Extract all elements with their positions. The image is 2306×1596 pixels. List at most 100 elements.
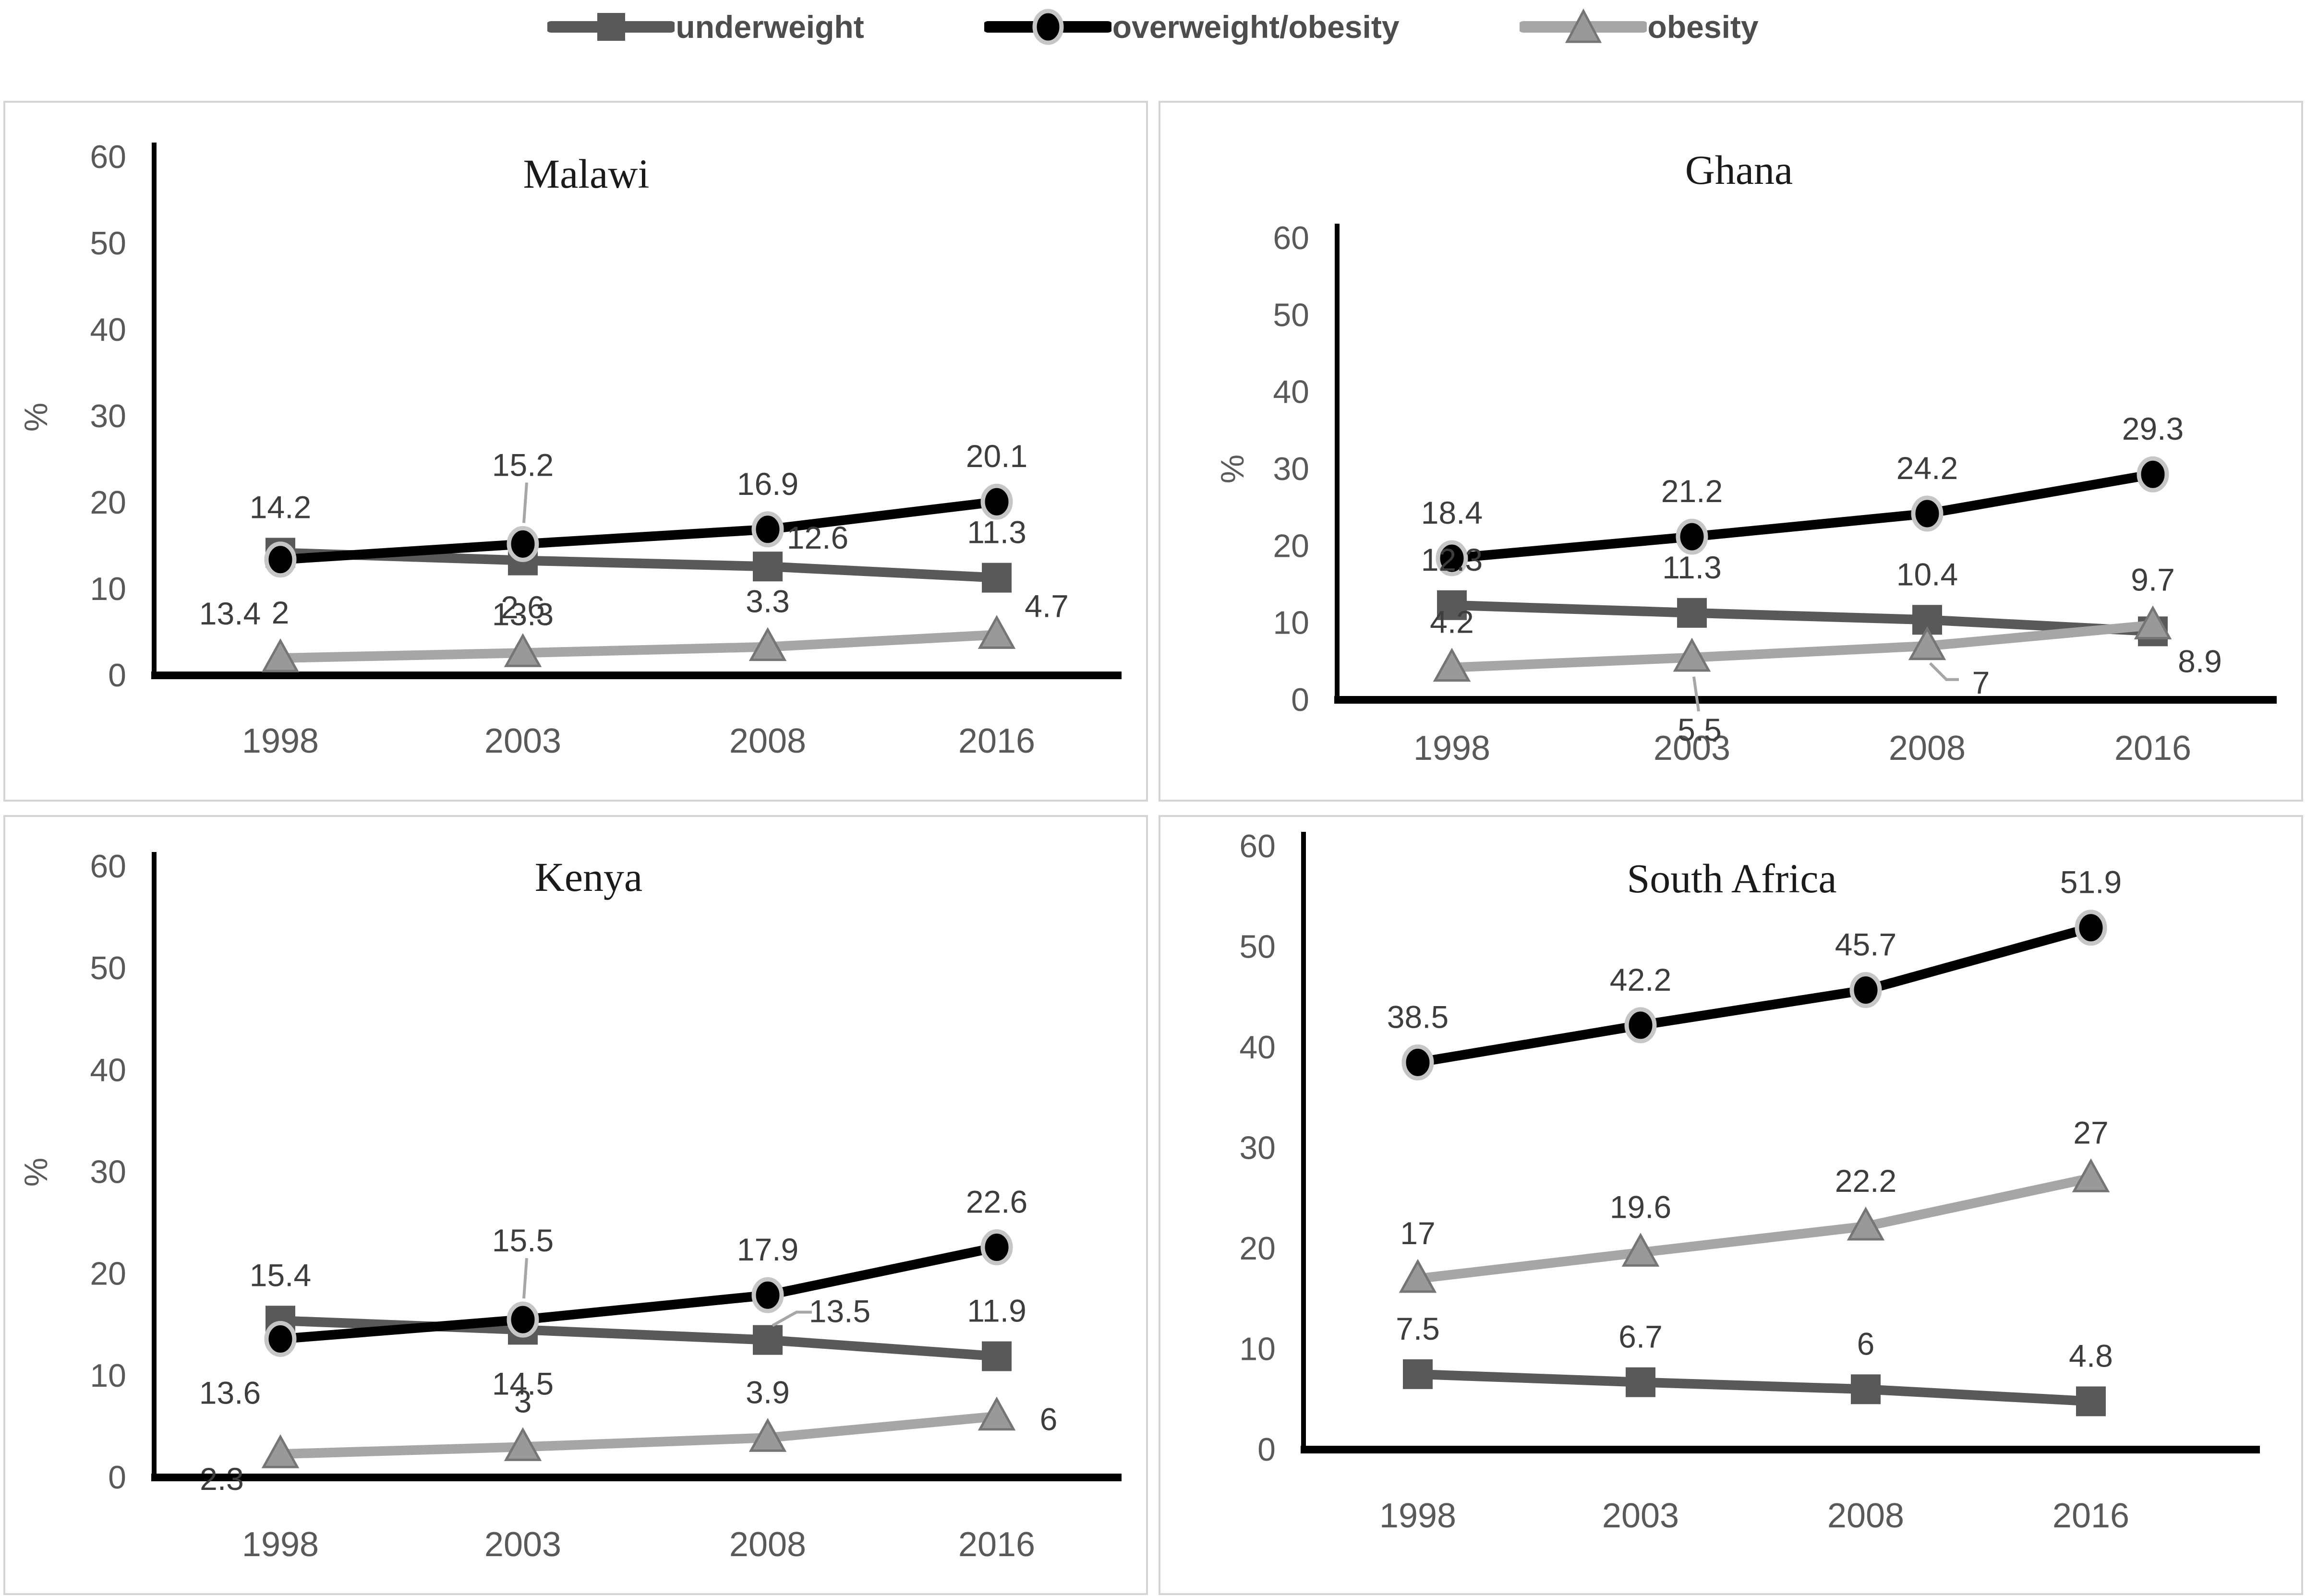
obesity-marker — [749, 1418, 787, 1452]
data-label: 6 — [1857, 1326, 1875, 1361]
ghana-chart: Ghana 0 10 20 30 40 50 60% 1998 2003 2008 2016 12.3 1… — [1214, 147, 2277, 768]
overweight-obesity-marker — [2137, 456, 2169, 492]
y-tick-label: 30 — [1239, 1130, 1276, 1166]
obesity-marker — [1621, 1233, 1660, 1267]
y-axis-label: % — [18, 1158, 54, 1187]
legend-circle — [1032, 9, 1064, 45]
x-tick-label: 2003 — [1602, 1497, 1679, 1535]
y-tick-label: 60 — [90, 139, 126, 175]
chart-title: Ghana — [1685, 147, 1793, 193]
underweight-marker — [753, 1325, 783, 1355]
y-axis-label: % — [18, 403, 54, 432]
underweight-marker — [982, 563, 1012, 593]
overweight-obesity-marker — [264, 541, 297, 578]
series-line — [280, 1411, 997, 1459]
series-line — [280, 630, 997, 663]
obesity-marker — [261, 1434, 300, 1468]
y-tick-label: 10 — [1239, 1331, 1276, 1368]
obesity-marker — [749, 627, 787, 661]
chart-title: Malawi — [523, 151, 650, 197]
series-underweight — [266, 1306, 1012, 1371]
kenya-chart: Kenya 0 10 20 30 40 50 60% 1998 2003 2008 2016 15.4 1… — [18, 848, 1122, 1564]
series-underweight — [266, 538, 1012, 593]
series-overweight-obesity — [264, 1229, 1013, 1357]
y-tick-label: 20 — [90, 484, 126, 521]
data-label: 11.9 — [967, 1293, 1026, 1329]
y-tick-label: 20 — [1239, 1230, 1276, 1267]
series-line — [1451, 469, 2154, 563]
y-tick-label: 60 — [90, 848, 126, 885]
data-label: 16.9 — [737, 466, 798, 502]
x-tick-label: 2003 — [484, 1525, 561, 1564]
overweight-obesity-marker — [1676, 518, 1708, 555]
data-label: 9.7 — [2131, 562, 2175, 597]
y-tick-label: 50 — [90, 950, 126, 986]
overweight-obesity-legend-marker — [984, 9, 1111, 45]
data-label: 2.3 — [200, 1461, 244, 1497]
data-label: 18.4 — [1421, 495, 1483, 530]
y-tick-label: 0 — [1291, 682, 1309, 718]
overweight-obesity-marker — [980, 483, 1013, 520]
data-label: 10.4 — [1896, 556, 1958, 592]
underweight-marker — [1626, 1367, 1655, 1397]
overweight-obesity-marker — [507, 526, 539, 562]
data-label: 24.2 — [1896, 450, 1958, 486]
chart-panel-kenya: Kenya 0 10 20 30 40 50 60% 1998 2003 2008 2016 15.4 1… — [3, 815, 1148, 1595]
data-label: 13.5 — [809, 1294, 870, 1329]
data-label: 27 — [2073, 1115, 2108, 1150]
x-tick-label: 2016 — [2052, 1497, 2129, 1535]
data-label: 3.3 — [746, 584, 790, 619]
overweight-obesity-marker — [751, 1277, 784, 1313]
data-label: 8.9 — [2178, 643, 2222, 679]
underweight-marker — [1437, 590, 1467, 620]
obesity-marker — [1399, 1259, 1437, 1293]
data-label: 7 — [1972, 665, 1990, 700]
underweight-legend-marker — [547, 13, 675, 41]
series-underweight — [1437, 590, 2168, 647]
series-line — [1417, 923, 2092, 1068]
obesity-marker — [1908, 626, 1946, 660]
underweight-marker — [1851, 1374, 1881, 1404]
label-leader-line — [522, 1258, 528, 1299]
series-obesity — [261, 615, 1016, 672]
series-obesity — [1433, 605, 2172, 682]
series-obesity — [1399, 1158, 2110, 1293]
series-line — [280, 497, 998, 564]
obesity-marker — [2072, 1158, 2110, 1192]
x-tick-label: 2008 — [1889, 729, 1966, 768]
x-tick-label: 1998 — [1413, 729, 1490, 768]
data-label: 2 — [272, 595, 290, 630]
x-tick-label: 2003 — [1654, 729, 1730, 768]
data-label: 3 — [514, 1383, 532, 1419]
data-label: 14.5 — [492, 1366, 554, 1401]
x-tick-label: 1998 — [1379, 1497, 1456, 1535]
data-label: 13.6 — [199, 1375, 261, 1410]
y-tick-label: 40 — [90, 1052, 126, 1088]
data-label: 15.5 — [492, 1223, 554, 1258]
chart-grid: Malawi 0 10 20 30 40 50 60% 1998 2003 2008 2016 14.2… — [0, 101, 2306, 1595]
data-label: 2.6 — [501, 589, 545, 625]
chart-panel-ghana: Ghana 0 10 20 30 40 50 60% 1998 2003 2008 2016 12.3 1… — [1159, 101, 2303, 802]
y-tick-label: 0 — [108, 657, 126, 694]
south-africa-chart: South Africa 0 10 20 30 40 50 60 1998 2003 2008 201… — [1239, 828, 2260, 1535]
data-label: 7.5 — [1396, 1311, 1440, 1346]
data-label: 6.7 — [1618, 1319, 1663, 1355]
data-label: 22.2 — [1835, 1163, 1896, 1199]
series-overweight-obesity — [1401, 910, 2107, 1080]
legend: underweight overweight/obesity obesity — [0, 0, 2306, 101]
series-line — [1451, 620, 2153, 672]
y-tick-label: 40 — [1273, 374, 1309, 410]
legend-square — [597, 13, 626, 41]
overweight-obesity-marker — [980, 1229, 1013, 1266]
overweight-obesity-marker — [1911, 495, 1944, 532]
y-tick-label: 30 — [1273, 451, 1309, 487]
data-label: 13.4 — [199, 596, 261, 631]
y-tick-label: 60 — [1239, 828, 1276, 864]
y-tick-label: 10 — [90, 1357, 126, 1394]
series-overweight-obesity — [264, 483, 1013, 578]
y-tick-label: 10 — [1273, 605, 1309, 641]
x-tick-label: 2008 — [729, 1525, 806, 1564]
legend-label-overweight-obesity: overweight/obesity — [1112, 9, 1400, 45]
data-label: 4.7 — [1025, 588, 1069, 624]
data-label: 14.2 — [250, 489, 311, 525]
